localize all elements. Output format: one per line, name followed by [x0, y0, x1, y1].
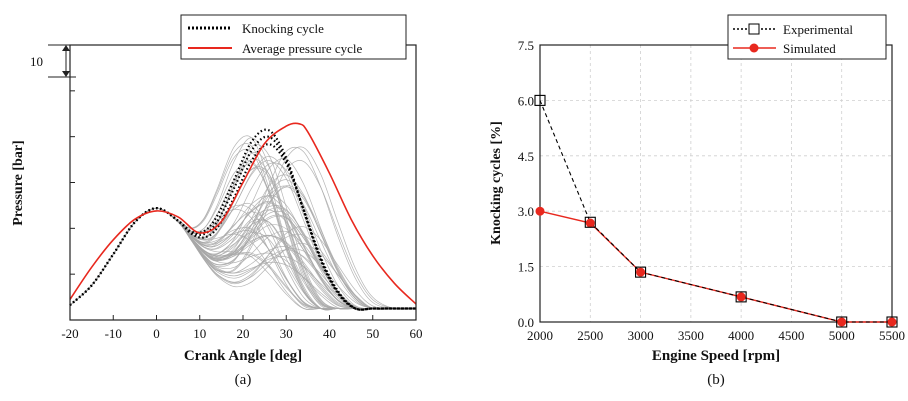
chart-b-y-axis-label: Knocking cycles [%]: [489, 121, 504, 245]
y-tick-label: 0.0: [518, 315, 534, 330]
chart-b: 0.0 1.5 3.0 4.5 6.0 7.5 2000 2500 3000 3500 4000 4…: [489, 14, 905, 388]
x-tick-label: 20: [237, 326, 250, 341]
simulated-point: [585, 218, 595, 228]
y-tick-label: 6.0: [518, 93, 534, 108]
knocking-cycle-line: [69, 128, 416, 311]
x-tick-label: -20: [61, 326, 78, 341]
experimental-point: [534, 94, 546, 106]
chart-b-y-tick-labels: 0.0 1.5 3.0 4.5 6.0 7.5: [518, 38, 534, 330]
chart-a-legend: Knocking cycle Average pressure cycle: [180, 14, 407, 60]
y-tick-label: 3.0: [518, 204, 534, 219]
y-tick-label: 1.5: [518, 260, 534, 275]
chart-a: -20 -10 0 10 20 30 40 50 60 10 Pressure [bar] Cr…: [11, 14, 423, 388]
chart-a-scale-bar-label: 10: [30, 54, 43, 69]
x-tick-label: 2500: [577, 328, 603, 343]
simulated-point: [535, 206, 545, 216]
simulated-point: [636, 267, 646, 277]
legend-simulated-label: Simulated: [783, 41, 836, 56]
chart-b-grid: [539, 44, 893, 323]
chart-a-panel-label: (a): [235, 372, 252, 388]
grey-cycle-line: [69, 202, 416, 310]
x-tick-label: 3000: [628, 328, 654, 343]
simulated-point: [887, 317, 897, 327]
experimental-point: [635, 266, 647, 278]
x-tick-label: 0: [153, 326, 160, 341]
grey-cycle-line: [69, 166, 416, 310]
chart-a-scale-bar: 10: [30, 44, 76, 78]
experimental-line: [539, 100, 892, 323]
chart-b-x-tick-labels: 2000 2500 3000 3500 4000 4500 5000 5500: [527, 328, 905, 343]
chart-a-x-axis-label: Crank Angle [deg]: [184, 348, 302, 364]
x-tick-label: -10: [105, 326, 122, 341]
legend-experimental-marker: [748, 23, 760, 35]
chart-a-x-tick-labels: -20 -10 0 10 20 30 40 50 60: [61, 315, 423, 341]
simulated-point: [736, 292, 746, 302]
x-tick-label: 5000: [829, 328, 855, 343]
knocking-cycle-line: [69, 143, 416, 311]
experimental-point: [735, 291, 747, 303]
x-tick-label: 3500: [678, 328, 704, 343]
x-tick-label: 10: [193, 326, 206, 341]
x-tick-label: 2000: [527, 328, 553, 343]
simulated-point: [837, 317, 847, 327]
experimental-point: [886, 316, 898, 328]
x-tick-label: 4500: [778, 328, 804, 343]
x-tick-label: 5500: [879, 328, 905, 343]
chart-a-y-ticks: [70, 44, 75, 321]
chart-b-x-axis-label: Engine Speed [rpm]: [652, 348, 780, 364]
x-tick-label: 50: [366, 326, 379, 341]
experimental-point: [584, 216, 596, 228]
legend-knocking-label: Knocking cycle: [242, 21, 324, 36]
legend-experimental-label: Experimental: [783, 22, 853, 37]
y-tick-label: 7.5: [518, 38, 534, 53]
chart-a-y-axis-label: Pressure [bar]: [11, 140, 26, 225]
chart-b-plot-frame: [539, 44, 893, 323]
chart-b-panel-label: (b): [707, 372, 725, 388]
x-tick-label: 30: [280, 326, 293, 341]
chart-b-legend: Experimental Simulated: [727, 14, 887, 60]
chart-b-series: [534, 94, 898, 328]
x-tick-label: 40: [323, 326, 336, 341]
legend-average-label: Average pressure cycle: [242, 41, 363, 56]
experimental-point: [836, 316, 848, 328]
chart-a-curves: [69, 122, 417, 311]
y-tick-label: 4.5: [518, 149, 534, 164]
average-pressure-cycle-line: [69, 122, 417, 305]
x-tick-label: 4000: [728, 328, 754, 343]
x-tick-label: 60: [410, 326, 423, 341]
legend-simulated-marker: [749, 43, 759, 53]
